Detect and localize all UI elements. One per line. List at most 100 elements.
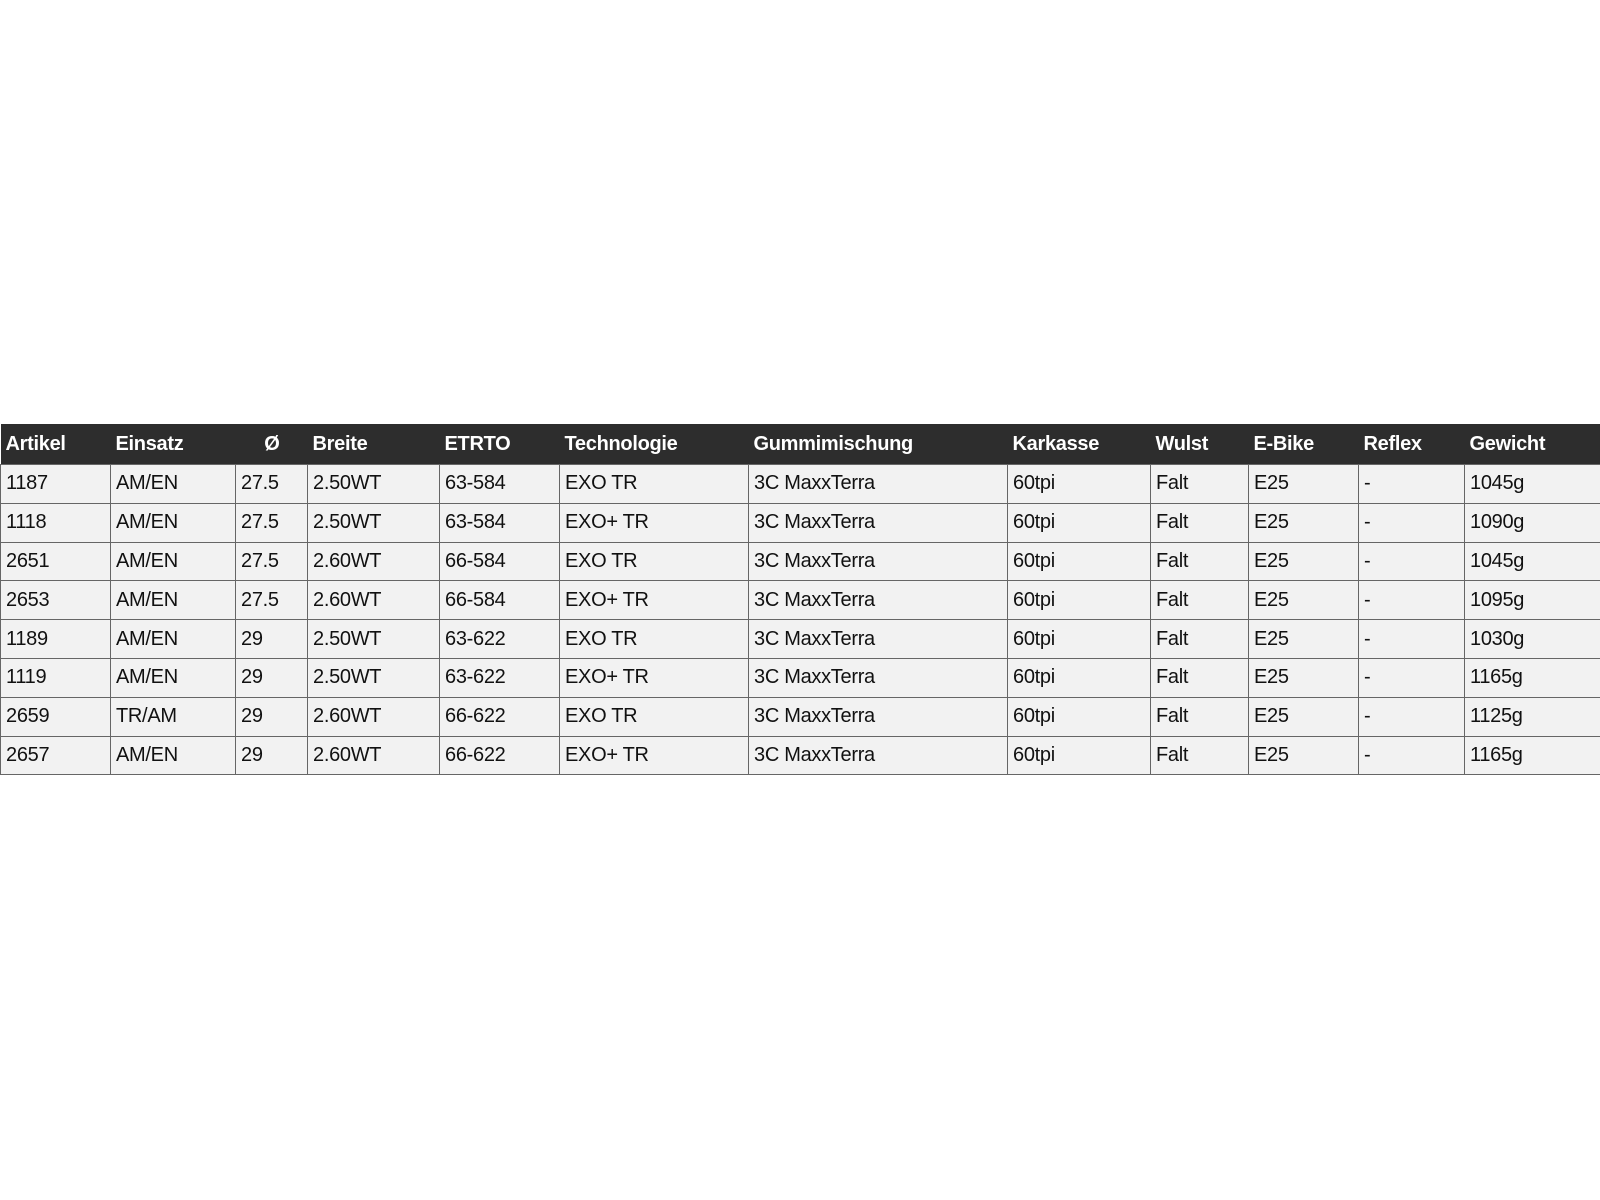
table-cell: 3C MaxxTerra (748, 464, 1008, 504)
table-cell: 60tpi (1007, 464, 1151, 504)
table-cell: E25 (1248, 541, 1359, 582)
table-cell: EXO+ TR (559, 502, 749, 543)
table-cell: - (1358, 735, 1465, 776)
column-header: Karkasse (1007, 424, 1151, 465)
table-cell: E25 (1248, 580, 1359, 621)
column-header: Reflex (1358, 424, 1465, 465)
table-cell: 2.60WT (307, 580, 440, 621)
table-cell: - (1358, 541, 1465, 582)
table-cell: E25 (1248, 502, 1359, 543)
table-cell: - (1358, 619, 1465, 659)
table-row: 1187 AM/EN 27.5 2.50WT 63-584 EXO TR 3C MaxxTe… (0, 464, 1600, 504)
table-cell: - (1358, 657, 1465, 698)
table-row: 2653 AM/EN 27.5 2.60WT 66-584 EXO+ TR 3C MaxxT… (0, 580, 1600, 621)
table-cell: EXO TR (559, 696, 749, 737)
table-cell: - (1358, 502, 1465, 543)
column-header: Wulst (1150, 424, 1249, 465)
table-cell: E25 (1248, 657, 1359, 698)
table-header-row: Artikel Einsatz Ø Breite ETRTO Technologie Gum… (0, 424, 1600, 465)
table-cell: EXO+ TR (559, 657, 749, 698)
table-body: 1187 AM/EN 27.5 2.50WT 63-584 EXO TR 3C MaxxTe… (0, 464, 1600, 776)
table-cell: 2.50WT (307, 502, 440, 543)
table-cell: AM/EN (110, 657, 236, 698)
table-cell: - (1358, 580, 1465, 621)
table-cell: EXO+ TR (559, 735, 749, 776)
table-cell: AM/EN (110, 502, 236, 543)
table-cell: 66-622 (439, 696, 560, 737)
table-cell: AM/EN (110, 541, 236, 582)
table-cell: Falt (1150, 619, 1249, 659)
column-header: Breite (307, 424, 440, 465)
table-cell: 3C MaxxTerra (748, 502, 1008, 543)
table-row: 1119 AM/EN 29 2.50WT 63-622 EXO+ TR 3C MaxxTer… (0, 657, 1600, 698)
table-cell: 29 (235, 696, 308, 737)
table-cell: Falt (1150, 657, 1249, 698)
table-row: 1118 AM/EN 27.5 2.50WT 63-584 EXO+ TR 3C MaxxT… (0, 502, 1600, 543)
table-cell: E25 (1248, 464, 1359, 504)
table-cell: 3C MaxxTerra (748, 619, 1008, 659)
table-cell: 1095g (1464, 580, 1600, 621)
table-cell: 1118 (0, 502, 111, 543)
table-cell: 63-622 (439, 619, 560, 659)
table-cell: EXO+ TR (559, 580, 749, 621)
column-header: Einsatz (110, 424, 236, 465)
table-cell: 63-622 (439, 657, 560, 698)
table-row: 2651 AM/EN 27.5 2.60WT 66-584 EXO TR 3C MaxxTe… (0, 541, 1600, 582)
table-cell: 60tpi (1007, 502, 1151, 543)
table-cell: 66-622 (439, 735, 560, 776)
column-header: ETRTO (439, 424, 560, 465)
table-cell: 2.60WT (307, 696, 440, 737)
table-cell: - (1358, 696, 1465, 737)
table-cell: 60tpi (1007, 657, 1151, 698)
column-header: Gewicht (1464, 424, 1600, 465)
table-cell: - (1358, 464, 1465, 504)
table-cell: Falt (1150, 464, 1249, 504)
table-cell: EXO TR (559, 541, 749, 582)
table-cell: 1165g (1464, 735, 1600, 776)
table-cell: 1189 (0, 619, 111, 659)
table-cell: 2659 (0, 696, 111, 737)
column-header: Gummimischung (748, 424, 1008, 465)
table-cell: Falt (1150, 735, 1249, 776)
table-cell: EXO TR (559, 619, 749, 659)
table-cell: 60tpi (1007, 619, 1151, 659)
column-header: Technologie (559, 424, 749, 465)
table-cell: TR/AM (110, 696, 236, 737)
table-cell: 27.5 (235, 580, 308, 621)
table-cell: AM/EN (110, 464, 236, 504)
table-row: 2659 TR/AM 29 2.60WT 66-622 EXO TR 3C MaxxTerr… (0, 696, 1600, 737)
table-cell: EXO TR (559, 464, 749, 504)
table-cell: 3C MaxxTerra (748, 735, 1008, 776)
table-cell: Falt (1150, 696, 1249, 737)
table-cell: 27.5 (235, 464, 308, 504)
table-cell: AM/EN (110, 580, 236, 621)
table-cell: 63-584 (439, 502, 560, 543)
table-cell: 66-584 (439, 580, 560, 621)
table-cell: 60tpi (1007, 541, 1151, 582)
table-cell: 27.5 (235, 541, 308, 582)
table-cell: 63-584 (439, 464, 560, 504)
table-cell: 3C MaxxTerra (748, 657, 1008, 698)
table-cell: Falt (1150, 541, 1249, 582)
table-cell: 3C MaxxTerra (748, 580, 1008, 621)
table-cell: 27.5 (235, 502, 308, 543)
column-header: Ø (235, 424, 308, 465)
table-cell: 29 (235, 735, 308, 776)
table-cell: 2.60WT (307, 735, 440, 776)
table-cell: 1030g (1464, 619, 1600, 659)
table-cell: 2.60WT (307, 541, 440, 582)
table-cell: Falt (1150, 502, 1249, 543)
table-cell: 1125g (1464, 696, 1600, 737)
table-cell: 1187 (0, 464, 111, 504)
table-cell: 2.50WT (307, 657, 440, 698)
table-cell: 60tpi (1007, 696, 1151, 737)
table-cell: 29 (235, 619, 308, 659)
table-cell: 2657 (0, 735, 111, 776)
table-row: 1189 AM/EN 29 2.50WT 63-622 EXO TR 3C MaxxTerr… (0, 619, 1600, 659)
table-row: 2657 AM/EN 29 2.60WT 66-622 EXO+ TR 3C MaxxTer… (0, 735, 1600, 776)
tire-spec-table: Artikel Einsatz Ø Breite ETRTO Technologie Gum… (0, 424, 1600, 776)
table-cell: 1090g (1464, 502, 1600, 543)
column-header: Artikel (0, 424, 111, 465)
table-cell: 1045g (1464, 541, 1600, 582)
table-cell: AM/EN (110, 735, 236, 776)
